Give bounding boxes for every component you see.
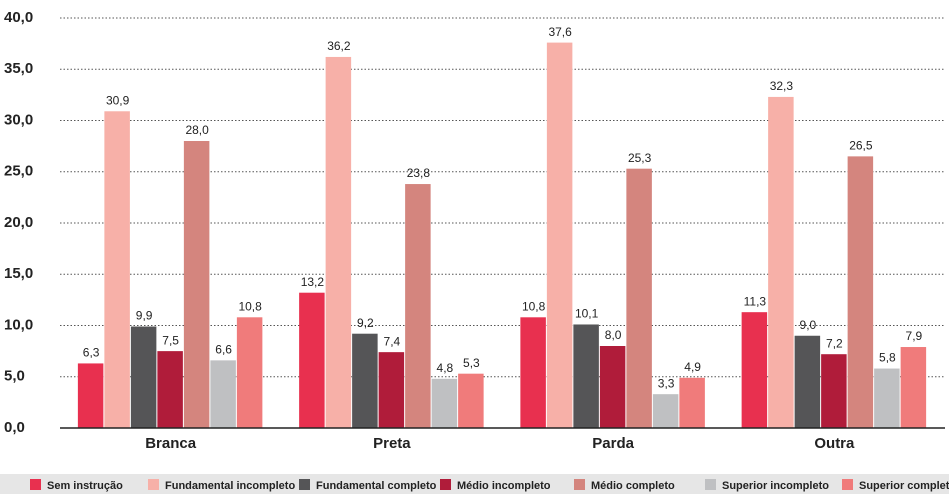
bar [210, 360, 236, 428]
bar [130, 326, 157, 428]
y-tick-label: 15,0 [4, 265, 33, 282]
legend-label: Fundamental incompleto [165, 480, 295, 492]
y-tick-label: 5,0 [4, 368, 25, 385]
bar [77, 363, 104, 428]
value-label: 7,2 [826, 336, 843, 350]
bar [405, 184, 431, 428]
bar [431, 378, 458, 428]
y-tick-label: 25,0 [4, 163, 33, 180]
value-label: 4,8 [437, 361, 454, 375]
bar [378, 352, 405, 428]
value-label: 25,3 [628, 151, 652, 165]
bar [573, 324, 599, 428]
bar [652, 394, 679, 428]
legend-label: Superior completo [859, 480, 949, 492]
legend-label: Sem instrução [47, 480, 123, 492]
bar [847, 156, 874, 428]
value-label: 6,6 [215, 343, 232, 357]
bar [352, 333, 378, 428]
legend-swatch [148, 479, 159, 490]
value-label: 10,1 [575, 307, 599, 321]
legend-swatch [30, 479, 41, 490]
bar [794, 335, 821, 428]
value-label: 3,3 [658, 376, 675, 390]
value-label: 9,0 [800, 318, 817, 332]
x-tick-label: Preta [373, 435, 411, 452]
value-label: 7,9 [906, 329, 923, 343]
legend-label: Médio completo [591, 480, 675, 492]
legend-swatch [299, 479, 310, 490]
y-tick-label: 40,0 [4, 9, 33, 26]
bar [157, 351, 183, 428]
bar [626, 168, 652, 429]
value-label: 13,2 [301, 275, 325, 289]
legend-swatch [574, 479, 585, 490]
legend-swatch [842, 479, 853, 490]
value-label: 36,2 [327, 39, 351, 53]
value-label: 32,3 [770, 79, 794, 93]
legend-swatch [440, 479, 451, 490]
value-label: 11,3 [744, 294, 767, 308]
bar [679, 377, 705, 428]
bar [458, 373, 484, 428]
value-label: 37,6 [548, 25, 572, 39]
bar [236, 317, 263, 428]
value-label: 6,3 [83, 346, 100, 360]
value-label: 9,9 [136, 309, 153, 323]
bar [325, 56, 352, 428]
value-label: 30,9 [106, 93, 130, 107]
bar [900, 347, 927, 428]
value-label: 4,9 [684, 360, 701, 374]
x-tick-label: Branca [145, 435, 197, 452]
value-label: 8,0 [605, 328, 622, 342]
bar [768, 96, 794, 429]
bar [741, 312, 768, 428]
bar [520, 317, 546, 428]
bar [821, 354, 847, 428]
y-tick-label: 20,0 [4, 214, 33, 231]
bar [874, 368, 900, 428]
legend-swatch [705, 479, 716, 490]
value-label: 9,2 [357, 316, 374, 330]
y-tick-label: 0,0 [4, 419, 25, 436]
bar [299, 292, 325, 428]
value-label: 5,3 [463, 356, 480, 370]
value-label: 10,8 [522, 299, 546, 313]
legend-label: Fundamental completo [316, 480, 437, 492]
bar [546, 42, 573, 428]
legend-label: Superior incompleto [722, 480, 829, 492]
y-tick-label: 35,0 [4, 60, 33, 77]
value-label: 26,5 [849, 139, 873, 153]
bar [183, 141, 210, 428]
value-label: 7,4 [384, 334, 401, 348]
value-label: 23,8 [407, 166, 431, 180]
x-tick-label: Parda [592, 435, 634, 452]
value-label: 5,8 [879, 351, 896, 365]
y-tick-label: 10,0 [4, 316, 33, 333]
value-label: 28,0 [185, 123, 209, 137]
y-tick-label: 30,0 [4, 111, 33, 128]
value-label: 7,5 [162, 333, 179, 347]
x-tick-label: Outra [814, 435, 855, 452]
legend-label: Médio incompleto [457, 480, 551, 492]
bar [599, 346, 626, 428]
value-label: 10,8 [238, 299, 262, 313]
bar [104, 111, 130, 429]
